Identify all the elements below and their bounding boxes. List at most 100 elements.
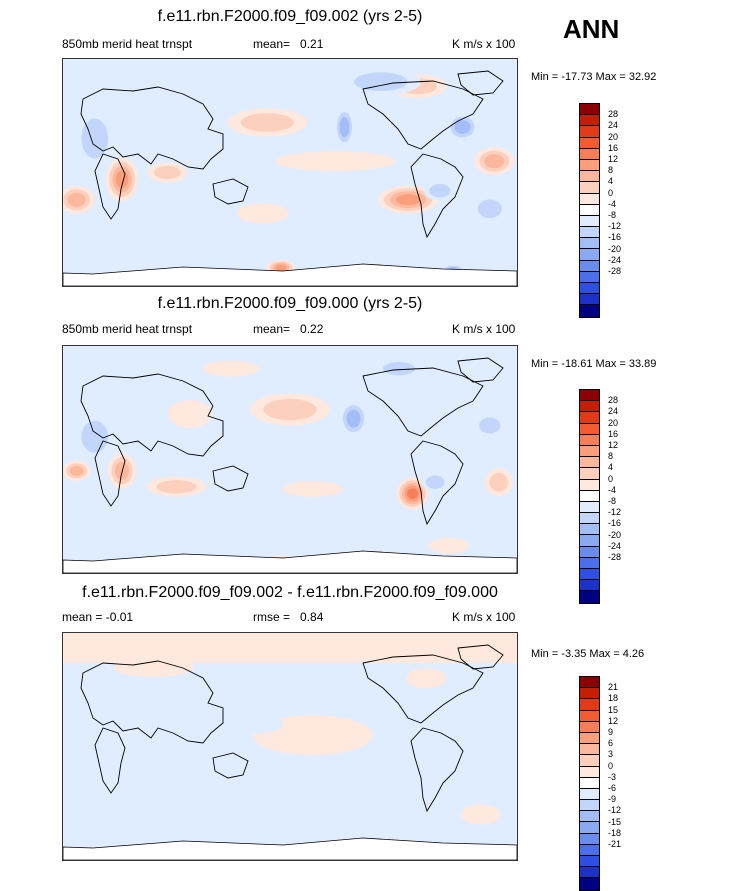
colorbar-swatch — [580, 800, 599, 812]
colorbar-swatch — [580, 294, 599, 306]
colorbar-tick-label: 12 — [608, 715, 619, 726]
colorbar-swatch — [580, 710, 599, 722]
colorbar-tick-label: 12 — [608, 154, 619, 164]
colorbar-swatch — [580, 755, 599, 767]
colorbar — [579, 389, 600, 604]
field-contour — [170, 672, 211, 693]
field-contour — [406, 668, 447, 689]
colorbar-swatch — [580, 777, 599, 789]
colorbar-swatch — [580, 535, 599, 547]
colorbar-swatch — [580, 260, 599, 272]
colorbar-tick-label: -28 — [608, 552, 622, 562]
field-contour — [174, 135, 243, 164]
min-max-label: Min = -17.73 Max = 32.92 — [531, 71, 657, 83]
field-contour — [67, 192, 86, 207]
colorbar-tick-label: 8 — [608, 451, 614, 462]
map-panel[interactable] — [62, 58, 518, 287]
units-label: K m/s x 100 — [452, 37, 516, 51]
colorbar-swatch — [580, 137, 599, 149]
map-background — [63, 346, 517, 573]
colorbar-tick-label: 8 — [608, 165, 614, 176]
coastline — [362, 80, 484, 150]
coastline — [212, 752, 249, 779]
map-panel[interactable] — [62, 345, 518, 574]
field-contour — [346, 409, 361, 428]
field-contour — [454, 120, 471, 135]
colorbar-tick-label: -12 — [608, 507, 622, 518]
field-contour — [236, 203, 289, 224]
colorbar-tick-label: 0 — [608, 473, 614, 484]
panel-title: f.e11.rbn.F2000.f09_f09.002 (yrs 2-5) — [157, 8, 423, 25]
colorbar-tick-label: 12 — [608, 440, 619, 450]
colorbar-tick-label: 3 — [608, 749, 614, 760]
colorbar-swatch — [580, 104, 599, 116]
field-contour — [489, 472, 509, 492]
coastline — [410, 440, 464, 526]
colorbar-swatch — [580, 591, 599, 603]
variable-label: 850mb merid heat trnspt — [62, 37, 193, 51]
colorbar-tick-label: 6 — [608, 738, 614, 749]
colorbar-swatch — [580, 580, 599, 592]
colorbar-swatch — [580, 490, 599, 502]
antarctica-outline — [63, 263, 517, 286]
field-contour — [304, 784, 385, 809]
panel-title: f.e11.rbn.F2000.f09_f09.002 - f.e11.rbn.… — [82, 584, 498, 601]
colorbar-swatch — [580, 193, 599, 205]
colorbar-swatch — [580, 412, 599, 424]
colorbar-swatch — [580, 844, 599, 856]
map-panel[interactable] — [62, 632, 518, 861]
colorbar-swatch — [580, 434, 599, 446]
coastline — [362, 367, 484, 437]
colorbar-swatch — [580, 283, 599, 295]
colorbar — [579, 676, 600, 891]
colorbar-swatch — [580, 688, 599, 700]
colorbar — [579, 103, 600, 318]
units-label: K m/s x 100 — [452, 322, 516, 336]
mean-label: mean = -0.01 — [62, 610, 134, 624]
colorbar-swatch — [580, 423, 599, 435]
colorbar-swatch — [580, 390, 599, 402]
colorbar-swatch — [580, 115, 599, 127]
field-contour — [460, 804, 501, 825]
colorbar-swatch — [580, 401, 599, 413]
field-contour — [156, 480, 197, 494]
coastline — [94, 727, 126, 794]
colorbar-swatch — [580, 766, 599, 778]
min-max-label: Min = -18.61 Max = 33.89 — [531, 358, 657, 370]
colorbar-swatch — [580, 445, 599, 458]
colorbar-tick-label: -21 — [608, 839, 622, 849]
colorbar-swatch — [580, 171, 599, 183]
colorbar-tick-label: 24 — [608, 120, 619, 131]
min-max-label: Min = -3.35 Max = 4.26 — [531, 648, 645, 660]
colorbar-tick-label: 28 — [608, 395, 619, 406]
colorbar-tick-label: -4 — [608, 198, 617, 209]
colorbar-swatch — [580, 569, 599, 581]
field-contour — [350, 230, 411, 251]
field-contour — [396, 194, 421, 206]
colorbar-swatch — [580, 732, 599, 745]
panel-2: f.e11.rbn.F2000.f09_f09.000 (yrs 2-5) 85… — [0, 287, 733, 604]
colorbar-swatch — [580, 238, 599, 250]
colorbar-tick-label: -15 — [608, 816, 622, 827]
mean-value: 0.22 — [300, 322, 324, 336]
colorbar-swatch — [580, 479, 599, 491]
field-contour — [382, 362, 415, 376]
field-contour — [479, 417, 501, 434]
coastline — [410, 153, 464, 239]
colorbar-swatch — [580, 204, 599, 216]
colorbar-swatch — [580, 677, 599, 689]
coastline — [457, 357, 504, 383]
colorbar-tick-label: 15 — [608, 704, 619, 715]
field-contour — [69, 465, 84, 476]
field-contour — [168, 400, 213, 429]
colorbar-tick-label: -12 — [608, 805, 622, 816]
antarctica-outline — [63, 837, 517, 860]
colorbar-swatch — [580, 856, 599, 868]
map-background — [63, 59, 517, 286]
field-contour — [113, 657, 194, 678]
colorbar-swatch — [580, 159, 599, 172]
colorbar-tick-label: -20 — [608, 243, 622, 254]
colorbar-swatch — [580, 249, 599, 261]
field-contour — [275, 151, 396, 172]
colorbar-swatch — [580, 524, 599, 536]
